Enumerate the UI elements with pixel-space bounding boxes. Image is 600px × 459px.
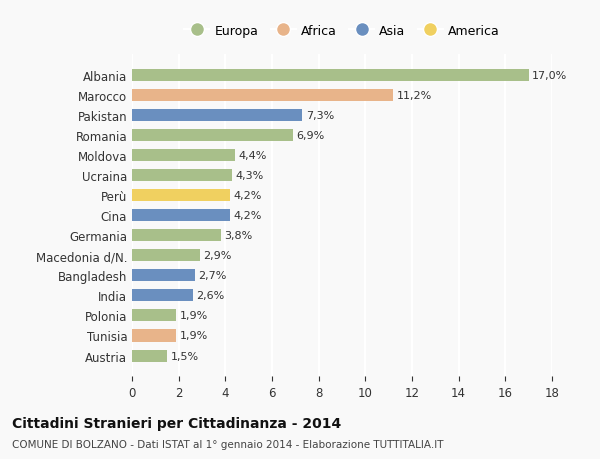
Text: 7,3%: 7,3% [306,111,334,121]
Text: 4,2%: 4,2% [233,211,262,221]
Bar [132,130,293,142]
Text: 6,9%: 6,9% [296,131,325,141]
Bar [132,250,200,262]
Bar [132,230,221,242]
Bar [132,330,176,342]
Text: 2,6%: 2,6% [196,291,224,301]
Text: 2,7%: 2,7% [199,271,227,281]
Bar [132,110,302,122]
Legend: Europa, Africa, Asia, America: Europa, Africa, Asia, America [179,20,505,43]
Bar [132,270,195,282]
Text: 3,8%: 3,8% [224,231,253,241]
Bar [132,210,230,222]
Text: 4,2%: 4,2% [233,191,262,201]
Bar [132,350,167,362]
Bar [132,190,230,202]
Text: 4,3%: 4,3% [236,171,264,181]
Bar [132,150,235,162]
Text: 11,2%: 11,2% [397,91,432,101]
Bar [132,70,529,82]
Bar [132,310,176,322]
Bar [132,290,193,302]
Text: 1,9%: 1,9% [180,311,208,321]
Bar [132,90,394,102]
Text: 17,0%: 17,0% [532,71,568,81]
Text: 1,5%: 1,5% [170,351,199,361]
Text: 4,4%: 4,4% [238,151,266,161]
Bar [132,170,232,182]
Text: Cittadini Stranieri per Cittadinanza - 2014: Cittadini Stranieri per Cittadinanza - 2… [12,416,341,430]
Text: 2,9%: 2,9% [203,251,232,261]
Text: 1,9%: 1,9% [180,331,208,341]
Text: COMUNE DI BOLZANO - Dati ISTAT al 1° gennaio 2014 - Elaborazione TUTTITALIA.IT: COMUNE DI BOLZANO - Dati ISTAT al 1° gen… [12,440,443,449]
